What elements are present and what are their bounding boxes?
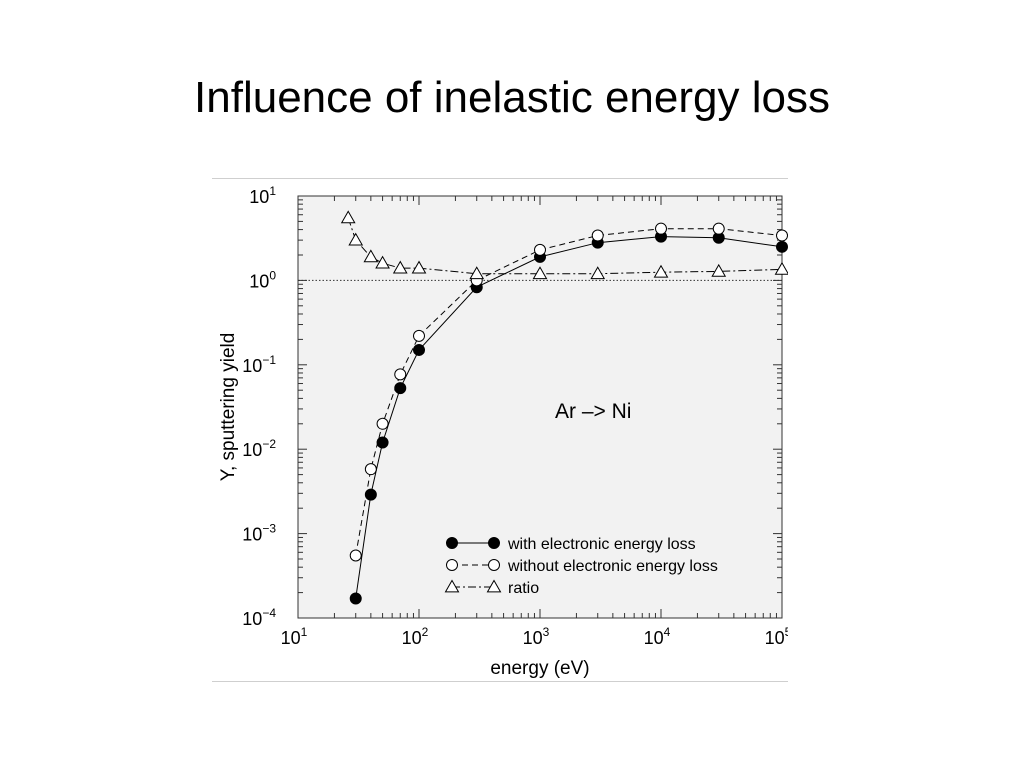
y-tick-label: 10−3	[242, 522, 276, 545]
y-tick-label: 101	[249, 184, 276, 207]
data-point-without-electronic-loss	[394, 368, 407, 381]
data-point-without-electronic-loss	[776, 229, 788, 242]
data-point-ratio	[411, 260, 427, 274]
data-point-ratio	[590, 266, 606, 280]
legend-marker-without-electronic-loss	[446, 559, 458, 571]
tick-labels: 101 102 103 104 105 10−4 10−3 10−2 10−1 100 101	[242, 184, 788, 648]
data-point-without-electronic-loss	[364, 463, 377, 476]
legend: with electronic energy loss without elect…	[444, 536, 718, 597]
data-point-without-electronic-loss	[591, 229, 604, 242]
y-tick-label: 10−4	[242, 606, 276, 629]
data-point-ratio	[348, 232, 364, 246]
legend-marker-without-electronic-loss	[488, 559, 500, 571]
data-point-ratio	[774, 261, 788, 275]
legend-label-with-electronic-loss: with electronic energy loss	[507, 536, 696, 553]
x-tick-label: 101	[281, 625, 308, 648]
data-point-ratio	[532, 266, 548, 280]
chart-annotation: Ar –> Ni	[555, 400, 631, 423]
axis-ticks	[297, 195, 783, 619]
y-axis-label: Y, sputtering yield	[218, 333, 239, 482]
legend-marker-ratio	[486, 579, 502, 593]
data-point-with-electronic-loss	[776, 240, 788, 253]
data-point-with-electronic-loss	[349, 592, 362, 605]
data-point-without-electronic-loss	[655, 222, 667, 235]
legend-marker-with-electronic-loss	[446, 537, 458, 549]
data-point-ratio	[375, 255, 390, 269]
x-tick-label: 104	[644, 625, 671, 648]
data-point-with-electronic-loss	[364, 488, 377, 501]
series-line-without-electronic-loss	[355, 228, 783, 556]
slide-title: Influence of inelastic energy loss	[194, 73, 830, 122]
legend-marker-with-electronic-loss	[488, 537, 500, 549]
x-tick-label: 105	[765, 625, 788, 648]
y-tick-label: 10−2	[242, 437, 276, 460]
chart-canvas: 101 102 103 104 105 10−4 10−3 10−2 10−1 100 101 en…	[212, 178, 788, 682]
legend-label-ratio: ratio	[508, 580, 539, 597]
y-tick-label: 100	[249, 268, 276, 291]
data-point-ratio	[363, 249, 379, 263]
data-point-ratio	[711, 263, 727, 277]
data-point-ratio	[340, 210, 356, 224]
data-point-ratio	[469, 266, 485, 280]
x-tick-label: 103	[523, 625, 550, 648]
data-point-without-electronic-loss	[349, 549, 362, 562]
x-axis-label: energy (eV)	[490, 658, 589, 679]
data-point-without-electronic-loss	[712, 222, 725, 235]
data-point-ratio	[653, 264, 669, 278]
data-point-without-electronic-loss	[376, 417, 389, 430]
data-point-without-electronic-loss	[413, 329, 425, 342]
data-point-with-electronic-loss	[413, 343, 425, 356]
series-line-ratio	[347, 217, 783, 275]
series-group	[340, 210, 788, 605]
legend-marker-ratio	[444, 579, 460, 593]
sputtering-yield-chart: 101 102 103 104 105 10−4 10−3 10−2 10−1 100 101 en…	[212, 178, 788, 682]
x-tick-label: 102	[402, 625, 429, 648]
data-point-with-electronic-loss	[394, 382, 407, 395]
legend-label-without-electronic-loss: without electronic energy loss	[507, 558, 718, 575]
y-tick-label: 10−1	[242, 353, 276, 376]
data-point-ratio	[392, 260, 408, 274]
data-point-without-electronic-loss	[534, 243, 546, 256]
data-point-with-electronic-loss	[376, 436, 389, 449]
